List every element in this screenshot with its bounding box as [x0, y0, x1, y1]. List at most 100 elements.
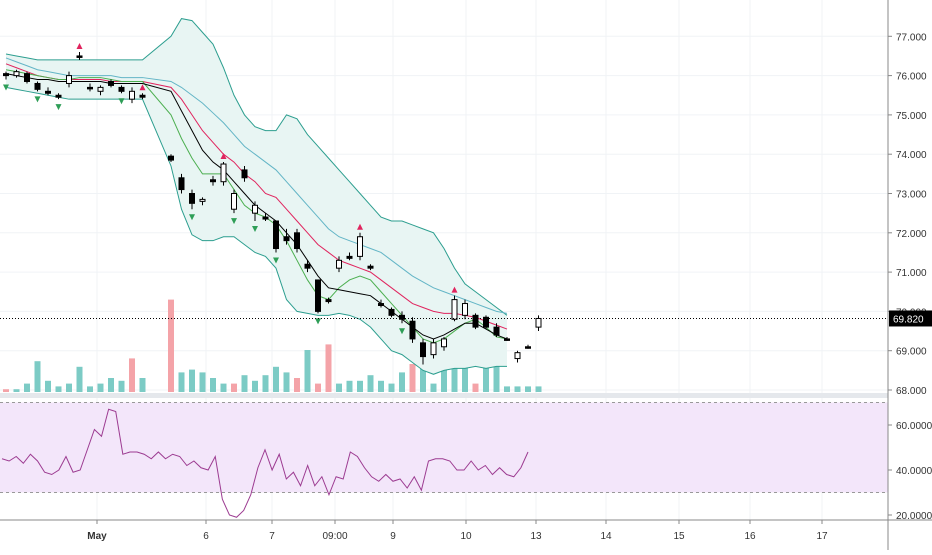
candle-body: [441, 338, 447, 348]
candle-body: [220, 163, 227, 183]
candle-body: [76, 55, 83, 58]
volume-bar: [189, 369, 195, 392]
volume-bar: [325, 344, 332, 392]
candles: [3, 52, 542, 365]
volume-bar: [13, 389, 20, 392]
rsi-band: [0, 402, 888, 493]
volume-bar: [483, 366, 489, 392]
signal-markers: [3, 43, 458, 335]
signal-down-marker: [118, 98, 125, 105]
bollinger-lower: [5, 86, 507, 375]
signal-down-marker: [273, 257, 279, 264]
volume-bar: [3, 389, 9, 392]
volume-bar: [241, 375, 248, 392]
signal-up-marker: [139, 84, 146, 91]
signal-up-marker: [451, 286, 458, 293]
candle-body: [315, 279, 321, 312]
volume-bar: [129, 358, 135, 392]
candle-body: [388, 308, 395, 316]
candle-body: [357, 236, 363, 257]
candle-body: [273, 220, 279, 250]
price-tick-label: 68.000: [896, 386, 927, 397]
candle-body: [514, 352, 521, 360]
volume-bar: [118, 380, 125, 392]
candle-body: [199, 198, 206, 202]
volume-bar: [139, 378, 146, 392]
rsi-tick-label: 20.0000: [896, 511, 932, 522]
volume-bar: [430, 383, 437, 392]
time-tick-label: 16: [744, 531, 756, 542]
time-tick-label: 6: [203, 531, 209, 542]
candle-body: [525, 346, 531, 349]
volume-bar: [315, 383, 321, 392]
price-tick-label: 71.000: [896, 268, 927, 279]
volume-bar: [178, 372, 185, 392]
candle-body: [189, 193, 195, 204]
rsi-tick-label: 40.0000: [896, 466, 932, 477]
candle-body: [294, 232, 300, 250]
price-tick-label: 75.000: [896, 111, 927, 122]
volume-bar: [525, 386, 531, 392]
price-tick-label: 76.000: [896, 72, 927, 83]
volume-bar: [24, 383, 30, 392]
time-tick-label: 17: [816, 531, 828, 542]
candle-body: [409, 320, 416, 340]
volume-bar: [97, 383, 104, 392]
volume-bar: [451, 352, 458, 392]
candle-body: [430, 342, 437, 356]
candle-body: [241, 169, 248, 179]
time-tick-label: 10: [460, 531, 472, 542]
candle-body: [262, 216, 269, 220]
volume-bar: [504, 386, 510, 392]
price-tick-label: 72.000: [896, 229, 927, 240]
volume-bar: [420, 364, 426, 392]
candle-body: [108, 80, 114, 86]
candle-body: [346, 255, 353, 259]
pane-divider: [0, 393, 888, 398]
signal-down-marker: [34, 96, 41, 103]
volume-bar: [336, 383, 342, 392]
candle-body: [493, 326, 500, 336]
volume-bar: [76, 366, 83, 392]
candle-body: [87, 86, 93, 90]
candle-body: [3, 73, 9, 77]
rsi-panel: [0, 402, 888, 518]
candle-body: [66, 75, 72, 84]
candle-body: [472, 314, 479, 328]
price-tick-label: 69.000: [896, 347, 927, 358]
signal-up-marker: [357, 223, 363, 230]
volume-bar: [357, 380, 363, 392]
signal-down-marker: [252, 226, 258, 233]
candle-body: [168, 155, 174, 161]
bollinger-upper: [5, 18, 508, 316]
volume-bar: [34, 361, 41, 392]
time-tick-label: 15: [673, 531, 685, 542]
volume-bar: [220, 383, 227, 392]
candle-body: [336, 259, 342, 269]
price-tick-label: 73.000: [896, 190, 927, 201]
candle-body: [504, 338, 510, 341]
volume-bar: [55, 386, 62, 392]
volume-bar: [210, 378, 216, 392]
candle-body: [231, 193, 237, 210]
volume-bar: [252, 380, 258, 392]
bollinger-fill: [6, 18, 507, 375]
volume-bar: [399, 372, 405, 392]
candle-body: [34, 82, 41, 90]
volume-bar: [388, 383, 395, 392]
signal-down-marker: [231, 218, 237, 225]
candle-body: [367, 265, 374, 269]
candle-body: [55, 94, 62, 98]
volume-bar: [378, 380, 384, 392]
last-price-tag: [889, 310, 932, 327]
volume-bar: [283, 372, 290, 392]
signal-down-marker: [315, 318, 321, 325]
candle-body: [451, 299, 458, 320]
candle-body: [45, 90, 51, 94]
volume-bar: [472, 383, 479, 392]
volume-bar: [304, 350, 311, 392]
volume-bar: [231, 383, 237, 392]
rsi-tick-label: 60.0000: [896, 421, 932, 432]
